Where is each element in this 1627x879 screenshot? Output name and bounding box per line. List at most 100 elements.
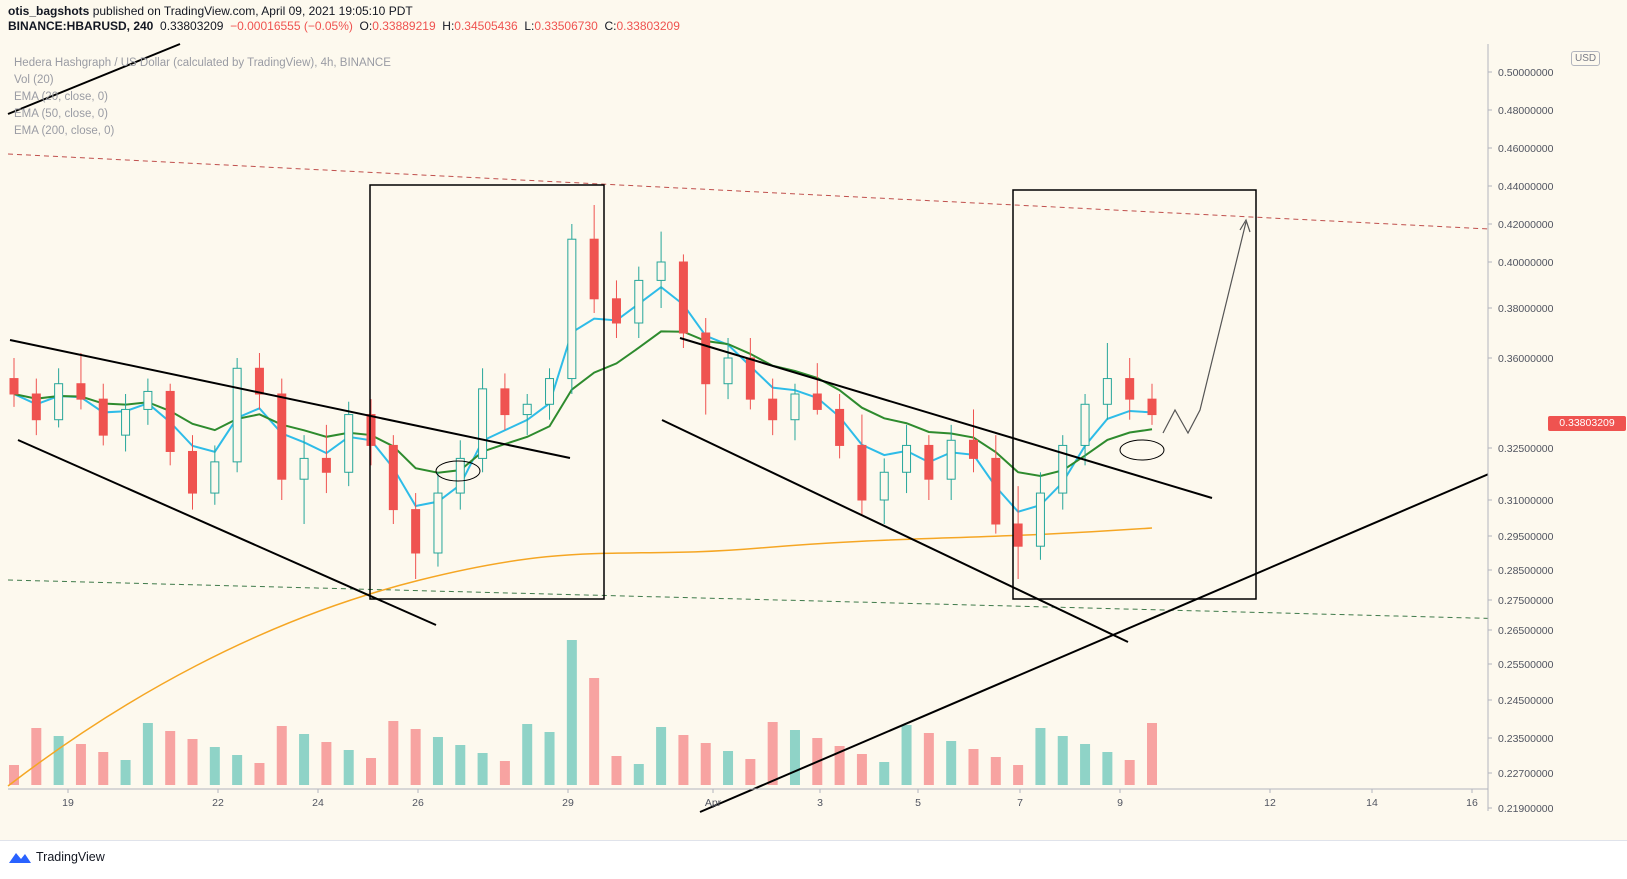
price-tick-label: 0.50000000 bbox=[1498, 67, 1554, 79]
candle-body bbox=[946, 439, 956, 480]
volume-bar bbox=[923, 733, 934, 785]
trendline-upper-left bbox=[9, 339, 571, 459]
candle-body bbox=[902, 444, 912, 473]
candle-body bbox=[321, 457, 331, 473]
candle-body bbox=[924, 444, 934, 480]
projection-arrowhead bbox=[1239, 218, 1251, 233]
volume-bar bbox=[75, 744, 86, 785]
candle-body bbox=[857, 444, 867, 501]
time-tick-label: 24 bbox=[312, 797, 324, 809]
trendline-upper-right bbox=[679, 337, 1213, 499]
volume-bar bbox=[499, 761, 510, 785]
candle-body bbox=[723, 357, 733, 385]
volume-bar bbox=[723, 751, 734, 785]
projection-path bbox=[1162, 221, 1247, 435]
volume-bar bbox=[633, 764, 644, 785]
time-tick-label: 9 bbox=[1117, 797, 1123, 809]
tradingview-logo[interactable]: TradingView bbox=[8, 850, 105, 864]
trendline-lower-left bbox=[17, 439, 437, 626]
candle-body bbox=[567, 238, 577, 380]
volume-bar bbox=[276, 726, 287, 785]
ohlc-line: BINANCE:HBARUSD, 240 0.33803209 −0.00016… bbox=[8, 19, 680, 34]
candle-body bbox=[500, 388, 510, 416]
c-value: 0.33803209 bbox=[616, 19, 680, 33]
time-tick-label: 22 bbox=[212, 797, 224, 809]
candle-body bbox=[411, 509, 421, 554]
indicator-legend: Hedera Hashgraph / US Dollar (calculated… bbox=[14, 55, 391, 140]
volume-bar bbox=[1013, 765, 1024, 785]
price-axis-bg bbox=[1488, 44, 1627, 785]
candle-body bbox=[522, 403, 532, 416]
candle-body bbox=[611, 298, 621, 324]
legend-ema20[interactable]: EMA (20, close, 0) bbox=[14, 91, 108, 103]
time-tick-label: 12 bbox=[1264, 797, 1276, 809]
volume-bar bbox=[165, 731, 176, 785]
volume-bar bbox=[343, 750, 354, 785]
time-tick-label: Apr bbox=[705, 797, 722, 809]
last-price-tag: 0.33803209 bbox=[1548, 416, 1626, 431]
axes: 0.50000000 0.48000000 0.46000000 0.44000000… bbox=[8, 44, 1627, 815]
candle-body bbox=[701, 332, 711, 385]
volume-bar bbox=[299, 734, 310, 785]
candle-body bbox=[1058, 444, 1068, 494]
volume-bar bbox=[31, 728, 42, 785]
volume-bars bbox=[9, 640, 1157, 785]
time-tick-label: 16 bbox=[1466, 797, 1478, 809]
volume-bar bbox=[700, 743, 711, 785]
volume-bar bbox=[990, 757, 1001, 785]
candle-body bbox=[1013, 523, 1023, 547]
candle-body bbox=[98, 398, 108, 436]
volume-bar bbox=[589, 678, 600, 785]
highlight-box-left bbox=[369, 184, 605, 600]
candle-body bbox=[165, 390, 175, 452]
volume-bar bbox=[477, 753, 488, 785]
highlight-box-right bbox=[1012, 189, 1257, 600]
candle-body bbox=[54, 383, 64, 421]
legend-ema50[interactable]: EMA (50, close, 0) bbox=[14, 108, 108, 120]
candle-body bbox=[9, 378, 19, 395]
candle-body bbox=[299, 457, 309, 480]
candle-body bbox=[277, 393, 287, 480]
candle-body bbox=[433, 492, 443, 554]
currency-badge[interactable]: USD bbox=[1571, 51, 1601, 66]
volume-bar bbox=[968, 749, 979, 785]
price-tick-label: 0.28500000 bbox=[1498, 565, 1554, 577]
volume-bar bbox=[366, 758, 377, 785]
volume-bar bbox=[656, 727, 667, 785]
last-price: 0.33803209 bbox=[160, 19, 224, 33]
candle-body bbox=[210, 461, 220, 494]
candle-body bbox=[745, 357, 755, 400]
price-tick-label: 0.31000000 bbox=[1498, 495, 1554, 507]
author-name[interactable]: otis_bagshots bbox=[8, 4, 90, 18]
rising-support-line bbox=[699, 451, 1541, 813]
volume-bar bbox=[9, 765, 19, 785]
price-tick-label: 0.23500000 bbox=[1498, 733, 1554, 745]
candle-body bbox=[478, 388, 488, 459]
price-tick-label: 0.24500000 bbox=[1498, 695, 1554, 707]
candle-body bbox=[1147, 398, 1157, 416]
volume-bar bbox=[321, 742, 332, 785]
candle-body bbox=[188, 450, 198, 494]
symbol-label: BINANCE:HBARUSD, 240 bbox=[8, 19, 154, 33]
volume-bar bbox=[834, 746, 845, 785]
legend-vol[interactable]: Vol (20) bbox=[14, 74, 54, 86]
legend-title[interactable]: Hedera Hashgraph / US Dollar (calculated… bbox=[14, 57, 391, 69]
candle-body bbox=[121, 408, 131, 436]
tradingview-logo-icon bbox=[9, 853, 31, 863]
volume-bar bbox=[566, 640, 577, 785]
h-value: 0.34505436 bbox=[454, 19, 518, 33]
o-value: 0.33889219 bbox=[372, 19, 436, 33]
time-tick-label: 26 bbox=[412, 797, 424, 809]
price-tick-label: 0.44000000 bbox=[1498, 181, 1554, 193]
candle-body bbox=[455, 457, 465, 494]
time-tick-label: 3 bbox=[817, 797, 823, 809]
volume-bar bbox=[745, 759, 756, 785]
candle-body bbox=[344, 414, 354, 473]
ema-lines bbox=[7, 285, 1153, 787]
legend-ema200[interactable]: EMA (200, close, 0) bbox=[14, 125, 115, 137]
chart-header: otis_bagshots published on TradingView.c… bbox=[8, 4, 680, 34]
price-tick-label: 0.40000000 bbox=[1498, 257, 1554, 269]
time-tick-label: 14 bbox=[1366, 797, 1378, 809]
